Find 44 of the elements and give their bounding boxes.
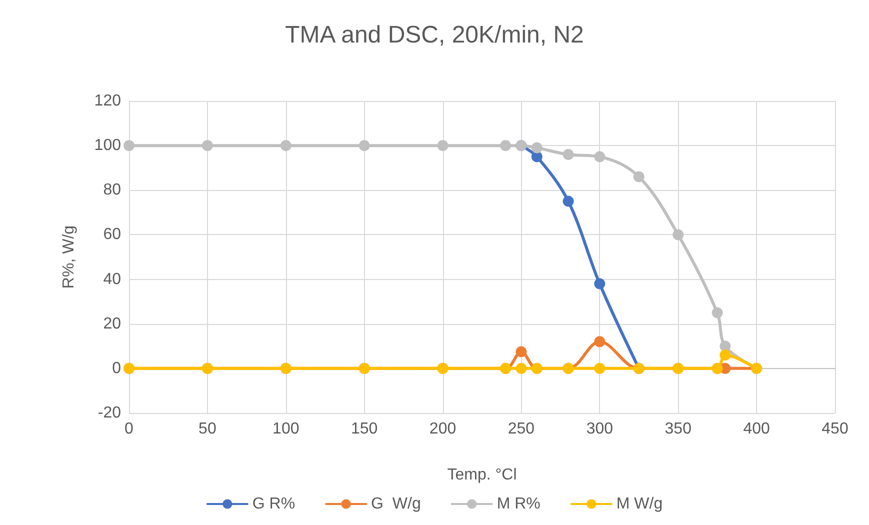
x-tick-label: 0 [124, 420, 134, 438]
point [594, 362, 606, 374]
point [672, 229, 684, 240]
x-tick-label: 50 [198, 420, 216, 438]
point [594, 278, 606, 290]
x-tick-label: 350 [664, 420, 692, 438]
legend-label: M R% [496, 496, 540, 512]
point [358, 140, 370, 152]
x-tick-label: 100 [272, 420, 300, 438]
point [124, 140, 134, 152]
point [633, 171, 644, 182]
legend-label: G W/g [371, 496, 421, 512]
point [516, 362, 527, 374]
x-tick-label: 200 [429, 420, 456, 438]
point [531, 142, 542, 154]
y-tick-label: 80 [103, 182, 122, 199]
x-axis-title: Temp. °Cl [447, 466, 517, 484]
y-tick-label: 20 [103, 315, 122, 332]
point [562, 196, 574, 207]
x-tick-label: 400 [743, 420, 770, 438]
x-tick-label: 300 [586, 420, 614, 438]
point [500, 140, 512, 152]
chart-title: TMA and DSC, 20K/min, N2 [285, 22, 584, 48]
y-tick-label: 40 [103, 270, 122, 288]
point [720, 350, 731, 361]
y-tick-label: -20 [98, 404, 122, 422]
legend-label: G R% [252, 496, 296, 512]
x-tick-label: 250 [508, 420, 535, 438]
x-tick-label: 450 [822, 420, 848, 438]
y-tick-label: 60 [103, 226, 122, 244]
point [202, 140, 213, 152]
point [280, 140, 292, 152]
point [594, 336, 606, 348]
point [562, 148, 574, 160]
point [437, 140, 448, 152]
point [712, 307, 723, 318]
legend-label: M W/g [616, 496, 663, 512]
point [516, 346, 527, 358]
point [594, 151, 606, 162]
y-tick-label: 120 [94, 92, 122, 110]
y-tick-label: 0 [112, 360, 122, 377]
y-tick-label: 100 [94, 137, 122, 154]
x-tick-label: 150 [350, 420, 378, 438]
y-axis-title: R%, W/g [60, 225, 78, 289]
